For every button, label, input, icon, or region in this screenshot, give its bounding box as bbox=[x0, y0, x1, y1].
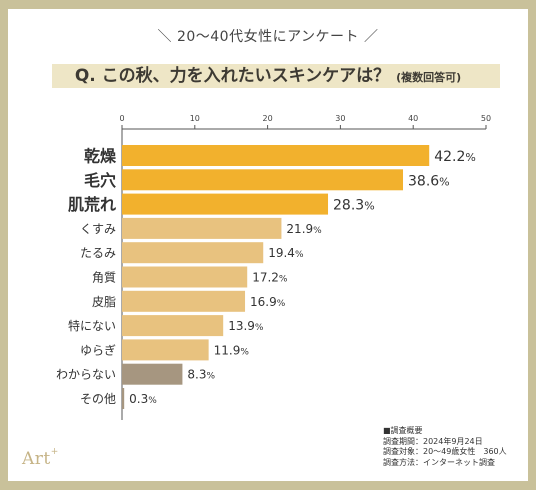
value-unit: % bbox=[439, 175, 449, 188]
logo-plus-mark: + bbox=[50, 447, 59, 457]
x-tick-label: 50 bbox=[481, 114, 491, 123]
x-tick-label: 20 bbox=[263, 114, 273, 123]
x-tick-label: 10 bbox=[190, 114, 200, 123]
survey-subtitle: ＼ 20〜40代女性にアンケート ／ bbox=[157, 29, 379, 45]
value-label: 28.3% bbox=[333, 198, 375, 214]
question-note: (複数回答可) bbox=[396, 71, 462, 84]
bar bbox=[122, 290, 246, 312]
value-unit: % bbox=[279, 275, 288, 285]
value-label: 8.3% bbox=[187, 368, 215, 382]
value-number: 19.4 bbox=[268, 246, 295, 260]
category-label: ゆらぎ bbox=[80, 343, 116, 357]
bar bbox=[122, 169, 404, 191]
value-unit: % bbox=[295, 250, 304, 260]
value-number: 8.3 bbox=[187, 368, 206, 382]
value-number: 13.9 bbox=[228, 319, 255, 333]
value-label: 38.6% bbox=[408, 173, 450, 189]
question-band bbox=[52, 64, 500, 88]
brand-logo: Art+ bbox=[22, 447, 59, 469]
value-unit: % bbox=[313, 226, 322, 236]
value-unit: % bbox=[207, 372, 216, 382]
survey-note-method: 調査方法：インターネット調査 bbox=[383, 457, 495, 467]
bar bbox=[122, 217, 282, 239]
category-label: その他 bbox=[80, 392, 116, 406]
value-label: 11.9% bbox=[214, 343, 250, 357]
value-unit: % bbox=[364, 200, 374, 213]
value-unit: % bbox=[255, 323, 264, 333]
bar bbox=[122, 193, 329, 215]
category-label: 角質 bbox=[92, 270, 116, 285]
survey-note-heading: ■調査概要 bbox=[383, 426, 423, 435]
survey-note: ■調査概要 調査期間：2024年9月24日 調査対象：20〜49歳女性 360人… bbox=[383, 426, 507, 468]
bar bbox=[122, 339, 209, 361]
value-unit: % bbox=[240, 347, 249, 357]
bar bbox=[122, 363, 183, 385]
category-label: 皮脂 bbox=[92, 294, 116, 309]
value-unit: % bbox=[465, 151, 475, 164]
category-label: たるみ bbox=[80, 246, 116, 260]
value-label: 19.4% bbox=[268, 246, 304, 260]
category-label: 特にない bbox=[68, 318, 116, 333]
bar bbox=[122, 315, 224, 337]
question-text: Q. この秋、力を入れたいスキンケアは？ bbox=[74, 66, 391, 86]
value-label: 16.9% bbox=[250, 295, 286, 309]
value-label: 0.3% bbox=[129, 392, 157, 406]
logo-text: Art bbox=[22, 449, 51, 469]
category-label: 肌荒れ bbox=[68, 195, 116, 214]
bar bbox=[122, 388, 125, 409]
value-number: 21.9 bbox=[286, 222, 313, 236]
category-label: 乾燥 bbox=[84, 147, 117, 166]
value-label: 42.2% bbox=[434, 149, 476, 165]
x-tick-label: 30 bbox=[335, 114, 345, 123]
value-unit: % bbox=[277, 299, 286, 309]
value-number: 17.2 bbox=[252, 271, 279, 285]
survey-note-target: 調査対象：20〜49歳女性 360人 bbox=[383, 447, 507, 456]
value-number: 0.3 bbox=[129, 392, 148, 406]
survey-note-period: 調査期間：2024年9月24日 bbox=[383, 436, 483, 446]
bar bbox=[122, 145, 430, 166]
value-label: 21.9% bbox=[286, 222, 322, 236]
category-label: わからない bbox=[56, 368, 116, 382]
value-number: 16.9 bbox=[250, 295, 277, 309]
x-tick-label: 40 bbox=[408, 114, 418, 123]
category-label: 毛穴 bbox=[84, 171, 116, 190]
value-label: 17.2% bbox=[252, 271, 288, 285]
value-number: 42.2 bbox=[434, 149, 465, 165]
value-number: 28.3 bbox=[333, 198, 364, 214]
bar bbox=[122, 266, 248, 288]
x-tick-label: 0 bbox=[119, 114, 124, 123]
category-label: くすみ bbox=[80, 222, 116, 236]
value-label: 13.9% bbox=[228, 319, 264, 333]
value-number: 38.6 bbox=[408, 173, 439, 189]
value-unit: % bbox=[148, 396, 157, 406]
value-number: 11.9 bbox=[214, 343, 241, 357]
bar bbox=[122, 242, 264, 264]
question-title: Q. この秋、力を入れたいスキンケアは？ (複数回答可) bbox=[0, 64, 536, 90]
